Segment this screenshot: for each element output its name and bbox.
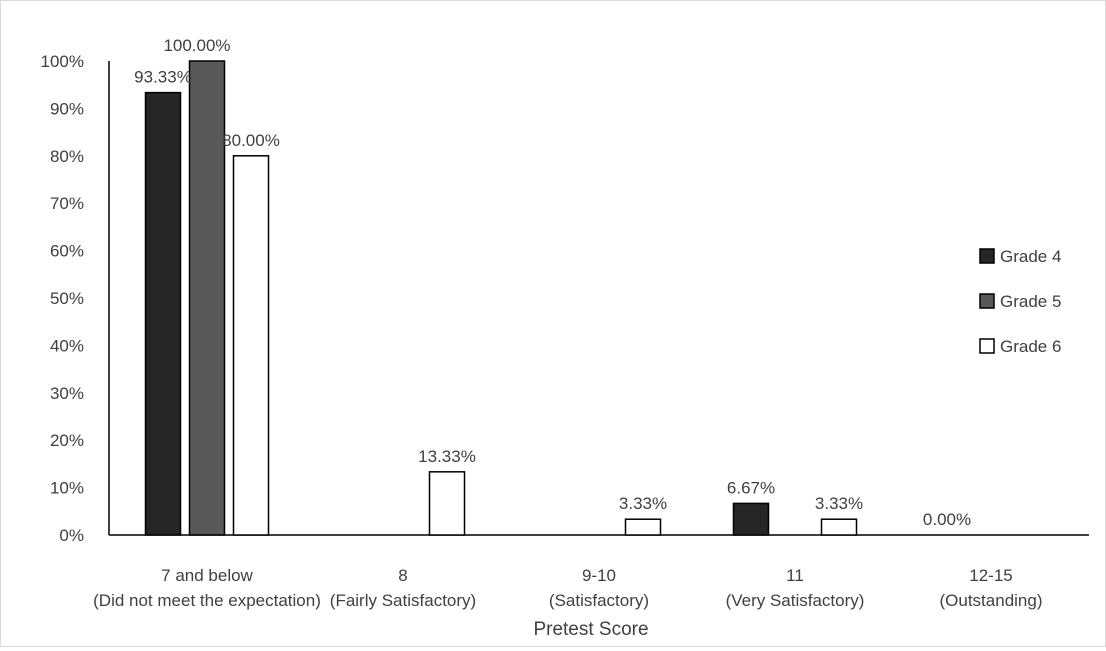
y-tick-label: 40% (50, 336, 84, 355)
x-axis-categories: 7 and below (Did not meet the expectation… (93, 566, 1042, 610)
y-tick-label: 30% (50, 384, 84, 403)
y-tick-label: 70% (50, 194, 84, 213)
y-tick-label: 0% (59, 526, 84, 545)
category-label: (Very Satisfactory) (726, 591, 865, 610)
data-label: 100.00% (163, 36, 230, 55)
category-label: 7 and below (161, 566, 253, 585)
legend-label: Grade 4 (1000, 247, 1061, 266)
data-label: 6.67% (727, 478, 775, 497)
category-label: (Did not meet the expectation) (93, 591, 321, 610)
legend-swatch (979, 248, 995, 264)
legend-swatch (979, 338, 995, 354)
bar (732, 502, 770, 536)
bar (428, 471, 466, 536)
legend-swatch (979, 293, 995, 309)
category-label: 12-15 (969, 566, 1012, 585)
y-tick-label: 90% (50, 99, 84, 118)
y-axis-ticks: 0% 10% 20% 30% 40% 50% 60% 70% 80% 90% 100% (41, 52, 84, 545)
bar (820, 518, 858, 536)
legend: Grade 4 Grade 5 Grade 6 (979, 247, 1061, 356)
axes (108, 61, 1089, 536)
legend-label: Grade 5 (1000, 292, 1061, 311)
bars (144, 60, 858, 536)
category-label: 9-10 (582, 566, 616, 585)
data-label: 3.33% (619, 494, 667, 513)
data-label: 93.33% (134, 68, 192, 87)
data-label: 80.00% (222, 131, 280, 150)
bar (232, 155, 270, 536)
x-axis-title: Pretest Score (533, 619, 648, 640)
bar (188, 60, 226, 536)
legend-label: Grade 6 (1000, 337, 1061, 356)
bar (624, 518, 662, 536)
category-label: (Fairly Satisfactory) (330, 591, 476, 610)
category-label: (Outstanding) (940, 591, 1043, 610)
category-label: (Satisfactory) (549, 591, 649, 610)
y-tick-label: 80% (50, 147, 84, 166)
y-tick-label: 20% (50, 431, 84, 450)
bar (144, 91, 182, 536)
y-tick-label: 50% (50, 289, 84, 308)
data-label: 0.00% (923, 510, 971, 529)
y-tick-label: 10% (50, 479, 84, 498)
data-label: 3.33% (815, 494, 863, 513)
data-label: 13.33% (418, 447, 476, 466)
category-label: 8 (398, 566, 407, 585)
y-tick-label: 60% (50, 242, 84, 261)
category-label: 11 (786, 566, 804, 585)
data-labels: 93.33% 100.00% 80.00% 13.33% 3.33% 6.67% 3.33%… (134, 36, 971, 529)
y-tick-label: 100% (41, 52, 84, 71)
